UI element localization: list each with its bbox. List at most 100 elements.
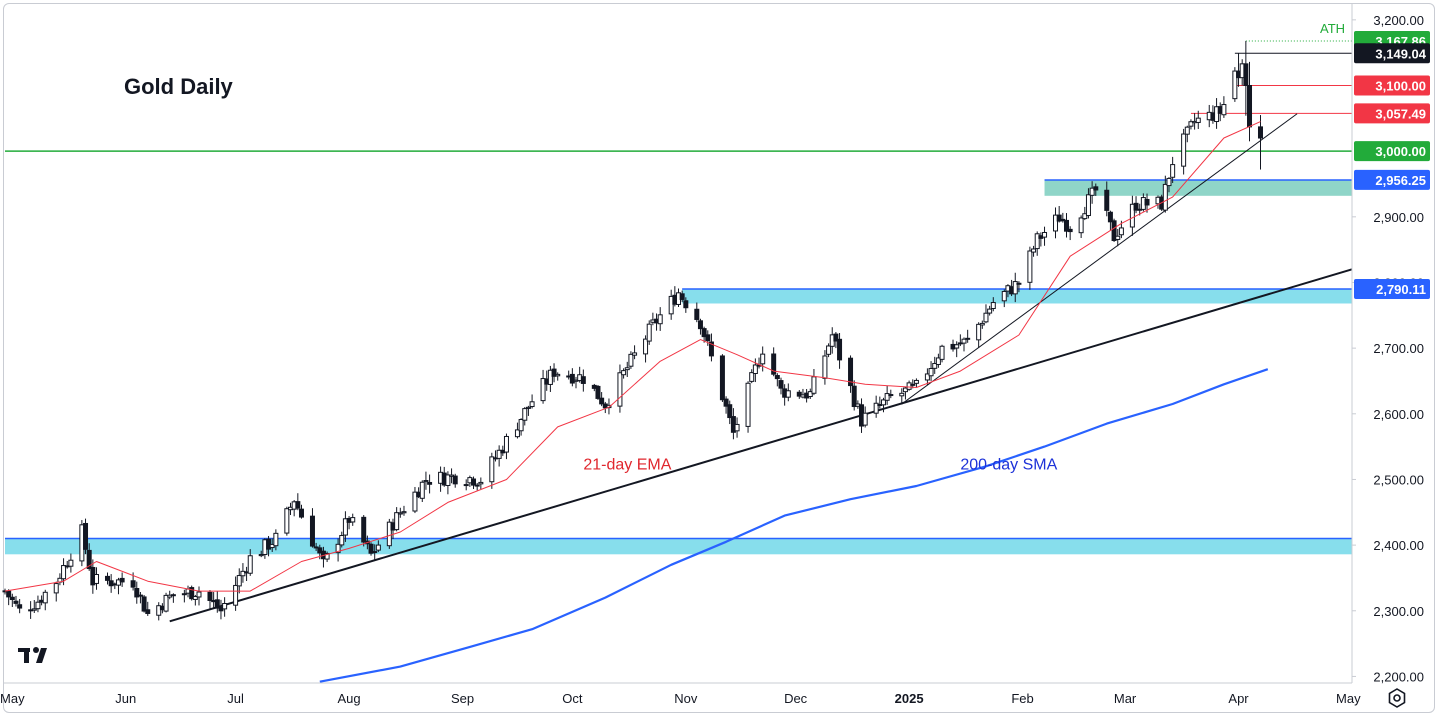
candle-up [525,406,531,409]
candle-up [1188,121,1194,127]
candle-down [705,334,711,342]
x-tick-label: Mar [1114,691,1137,706]
candles-layer [2,40,1263,621]
candle-up [826,345,832,355]
candle-down [427,481,433,485]
price-tag [1354,278,1430,299]
candle-down [104,575,110,581]
candle-down [1063,219,1069,232]
candle-up [1129,203,1135,228]
candle-up [1195,117,1201,123]
candle-down [723,398,729,407]
candle-down [6,590,12,598]
annotation-label: 21-day EMA [583,457,671,474]
settings-gear-icon[interactable] [1385,686,1409,710]
candle-down [1067,228,1073,233]
price-tag-label: 3,149.04 [1375,46,1426,61]
sma-200-line [319,368,1269,683]
x-tick-label: Jun [115,691,136,706]
candle-up [935,357,941,365]
candle-up [496,449,502,459]
candle-up [1181,133,1187,167]
candle-up [1221,104,1227,116]
candle-up [632,352,638,356]
candle-up [1042,231,1048,238]
candle-up [372,551,378,554]
zones-layer [5,179,1352,555]
candle-down [108,580,114,587]
candle-down [683,300,689,309]
candle-down [1247,85,1253,128]
candle-up [1012,281,1018,295]
candle-up [1115,235,1121,240]
price-tag-label: 3,000.00 [1375,144,1426,159]
candle-up [412,491,418,512]
candle-up [899,392,905,397]
candle-up [222,602,228,610]
candle-down [1056,214,1062,222]
x-tick-label: Nov [674,691,698,706]
x-tick-label: Apr [1228,691,1249,706]
candle-up [1118,227,1124,236]
candle-down [86,549,92,570]
candle-down [145,609,151,614]
candle-up [902,387,908,393]
candle-down [771,353,777,375]
annotation-label: 200-day SMA [960,457,1057,474]
candle-up [350,517,356,523]
candle-up [514,429,520,438]
candle-up [621,370,627,376]
candle-up [1162,183,1168,211]
candle-up [53,583,59,594]
candle-up [1034,233,1040,250]
candle-up [624,367,630,371]
candle-down [309,515,315,547]
candle-up [68,559,74,567]
candle-up [1001,290,1007,302]
axes-layer: 3,200.002,900.002,800.002,700.002,600.00… [0,4,1424,706]
candle-up [961,338,967,344]
x-tick-label: Sep [451,691,474,706]
candle-up [375,544,381,551]
candle-down [1104,189,1110,211]
candle-up [156,605,162,616]
price-tags-layer: 3,167.863,149.043,100.003,057.493,000.00… [1354,30,1430,299]
x-tick-label: Jul [227,691,244,706]
candle-down [719,355,725,401]
candle-down [965,337,971,340]
candle-up [807,391,813,398]
candle-down [298,508,304,518]
candle-up [983,312,989,323]
candle-down [837,338,843,361]
candle-down [701,328,707,338]
lines-layer: ATH [5,21,1353,623]
candle-down [17,604,23,609]
candle-up [785,390,791,398]
candle-up [339,535,345,546]
x-tick-label: May [1336,691,1361,706]
candle-up [906,382,912,390]
price-tag-label: 2,956.25 [1375,173,1426,188]
candle-up [445,474,451,486]
x-tick-label: May [0,691,25,706]
ath-label: ATH [1320,21,1345,36]
candle-down [1016,282,1022,285]
candle-up [284,508,290,534]
candle-down [848,357,854,387]
y-tick-label: 3,200.00 [1373,13,1424,28]
price-tag [1354,141,1430,162]
price-tag-label: 3,100.00 [1375,79,1426,94]
candle-up [862,412,868,426]
y-tick-label: 2,700.00 [1373,341,1424,356]
candle-up [1232,70,1238,100]
zone-rect [5,538,1352,555]
candle-up [913,379,919,384]
chart-frame [3,3,1435,713]
candle-up [1089,187,1095,196]
price-tag-label: 3,057.49 [1375,106,1426,121]
zone-rect [1044,180,1352,196]
candle-down [551,368,557,377]
candle-up [258,554,264,557]
candle-up [42,591,48,604]
